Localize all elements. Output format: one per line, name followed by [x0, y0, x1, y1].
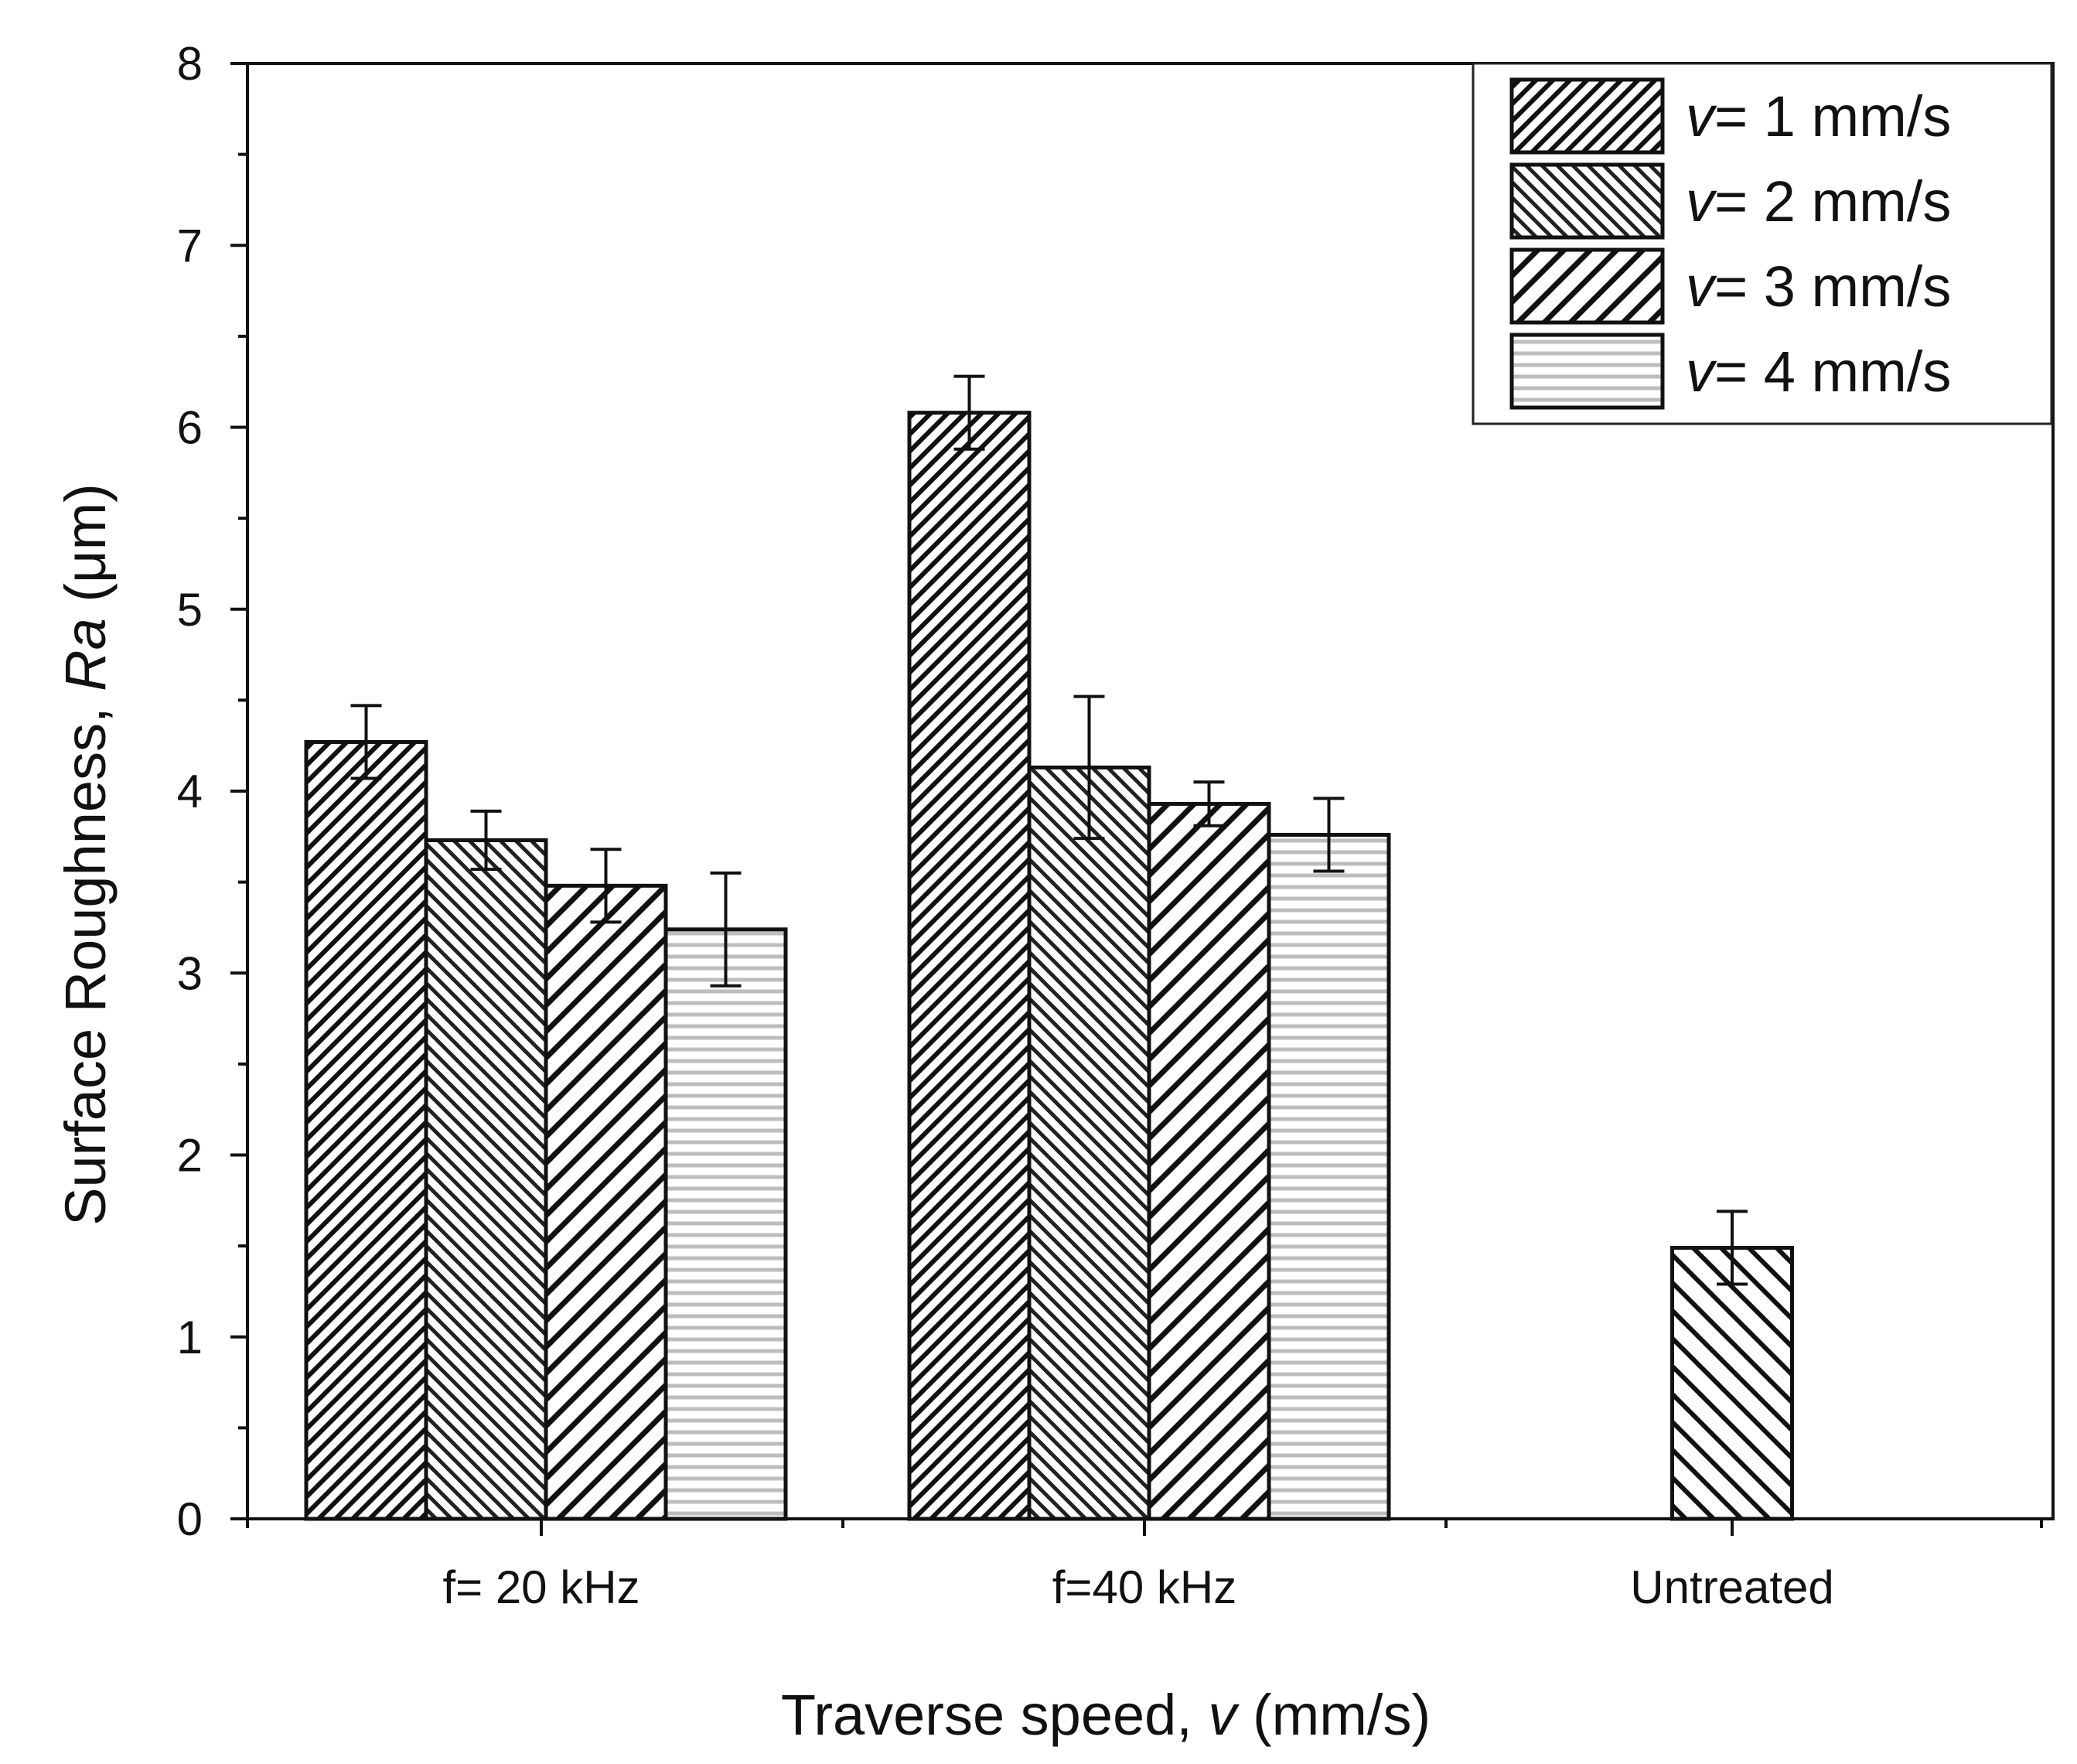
- y-tick-label-0: 0: [177, 1493, 203, 1545]
- legend-swatch-2: [1509, 162, 1665, 240]
- bar-s2-c1: [424, 838, 548, 1521]
- x-tick-label-2: f=40 kHz: [1052, 1561, 1236, 1613]
- y-tick-labels: 0 1 2 3 4 5 6 7 8: [177, 38, 203, 1545]
- axes-layer: [230, 62, 2055, 1536]
- bar-untreated: [1670, 1245, 1794, 1521]
- legend-label-4: = 4 mm/s: [1714, 339, 1951, 404]
- x-tick-label-1: f= 20 kHz: [442, 1561, 639, 1613]
- bar-s2-c2: [1027, 765, 1151, 1521]
- legend-label-3-var: v: [1686, 254, 1717, 319]
- error-bars-layer: [350, 374, 1748, 1286]
- y-tick-label-6: 6: [177, 402, 203, 454]
- svg-text:v= 1 mm/s: v= 1 mm/s: [1686, 84, 1951, 148]
- bar-s3-c2: [1147, 801, 1271, 1521]
- legend-item-2: v= 2 mm/s: [1509, 162, 1951, 240]
- x-tick-labels: f= 20 kHz f=40 kHz Untreated: [442, 1561, 1833, 1613]
- svg-text:v= 3 mm/s: v= 3 mm/s: [1686, 254, 1951, 319]
- legend-label-1: = 1 mm/s: [1714, 84, 1951, 148]
- legend-label-1-var: v: [1686, 84, 1717, 148]
- legend-swatch-1: [1509, 77, 1665, 155]
- x-axis-title: Traverse speed, v (mm/s): [781, 1683, 1431, 1747]
- svg-text:v= 2 mm/s: v= 2 mm/s: [1686, 169, 1951, 234]
- legend-label-4-var: v: [1686, 339, 1717, 404]
- y-axis-title: Surface Roughness, Ra (μm): [53, 483, 118, 1226]
- bar-s3-c1: [544, 883, 668, 1521]
- y-tick-label-7: 7: [177, 220, 203, 271]
- svg-text:v= 4 mm/s: v= 4 mm/s: [1686, 339, 1951, 404]
- legend-label-2: = 2 mm/s: [1714, 169, 1951, 234]
- y-tick-label-1: 1: [177, 1312, 203, 1363]
- bar-s1-c1: [304, 739, 428, 1521]
- bar-s4-c1: [663, 927, 788, 1521]
- y-tick-label-8: 8: [177, 38, 203, 90]
- y-tick-label-3: 3: [177, 947, 203, 999]
- bar-s1-c2: [907, 411, 1032, 1521]
- legend-item-4: v= 4 mm/s: [1509, 333, 1951, 410]
- legend-label-3: = 3 mm/s: [1714, 254, 1951, 319]
- y-tick-label-4: 4: [177, 766, 203, 817]
- legend-item-3: v= 3 mm/s: [1509, 247, 1951, 325]
- y-tick-label-5: 5: [177, 584, 203, 636]
- legend-label-2-var: v: [1686, 169, 1717, 234]
- legend-item-1: v= 1 mm/s: [1509, 77, 1951, 155]
- legend-swatch-4: [1509, 333, 1665, 410]
- legend: v= 1 mm/s v= 2 mm/s v= 3 mm/s v= 4 mm/s: [1472, 62, 2053, 425]
- bar-s4-c2: [1267, 832, 1391, 1521]
- y-tick-label-2: 2: [177, 1130, 203, 1182]
- x-tick-label-3: Untreated: [1630, 1561, 1834, 1613]
- legend-swatch-3: [1509, 247, 1665, 325]
- bars-layer: [304, 411, 1794, 1521]
